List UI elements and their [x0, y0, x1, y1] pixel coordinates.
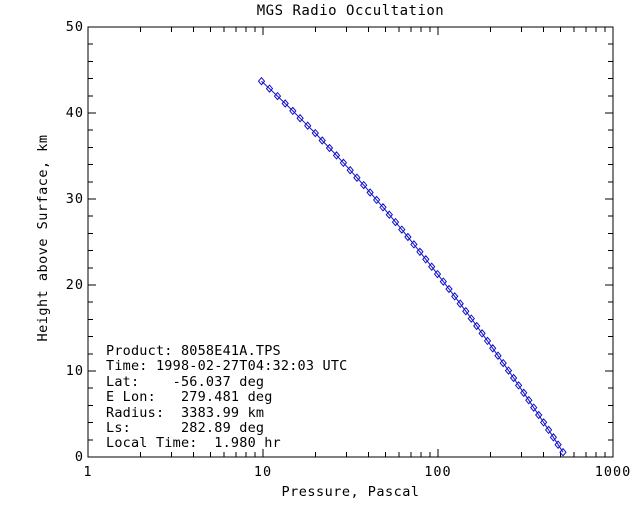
annotation-line: Product: 8058E41A.TPS	[106, 343, 281, 359]
y-tick-label: 10	[65, 363, 84, 379]
y-tick-label: 30	[65, 191, 84, 207]
annotation-line: Local Time: 1.980 hr	[106, 435, 281, 452]
annotation-line: Time: 1998-02-27T04:32:03 UTC	[106, 358, 348, 375]
y-axis-label: Height above Surface, km	[35, 134, 51, 342]
y-tick-label: 50	[65, 19, 84, 35]
x-tick-label: 10	[253, 464, 273, 480]
annotation-line: E Lon: 279.481 deg	[106, 389, 273, 406]
x-tick-label: 1	[83, 464, 93, 480]
x-tick-label: 100	[424, 464, 452, 480]
annotation-line: Ls: 282.89 deg	[106, 420, 265, 436]
y-tick-label: 20	[65, 277, 84, 293]
data-point-markers	[257, 76, 567, 457]
y-tick-label: 40	[65, 105, 84, 121]
annotation-line: Lat: -56.037 deg	[106, 373, 265, 390]
chart-title: MGS Radio Occultation	[256, 3, 445, 19]
x-axis-label: Pressure, Pascal	[281, 484, 420, 500]
annotation-line: Radius: 3383.99 km	[106, 404, 265, 421]
x-tick-label: 1000	[594, 464, 632, 480]
y-tick-label: 0	[74, 449, 84, 465]
